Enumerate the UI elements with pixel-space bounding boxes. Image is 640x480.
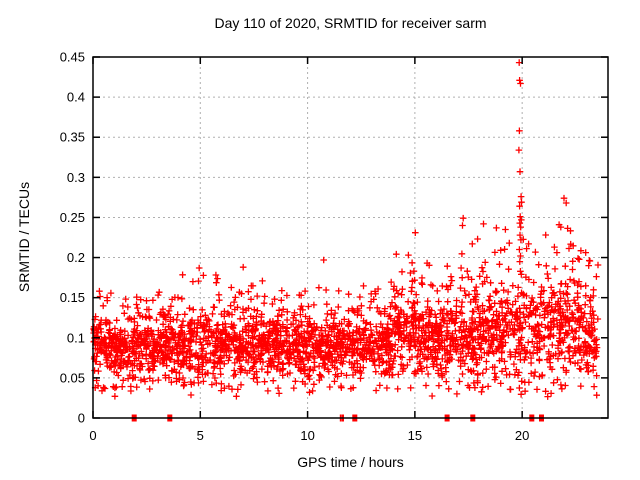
y-tick-label: 0.15 (60, 290, 85, 305)
x-tick-label: 10 (300, 428, 314, 443)
scatter-points (90, 59, 602, 400)
tick-labels: 0 5 10 15 20 0 0.05 0.1 0.15 0.2 0.25 0.3 0.35 0.4 0.4… (60, 50, 530, 444)
x-tick-label: 5 (197, 428, 204, 443)
x-tick-label: 20 (515, 428, 529, 443)
y-tick-label: 0.45 (60, 50, 85, 65)
y-tick-label: 0 (78, 411, 85, 426)
y-tick-label: 0.1 (67, 330, 85, 345)
y-tick-label: 0.4 (67, 90, 85, 105)
y-tick-label: 0.05 (60, 370, 85, 385)
y-tick-label: 0.35 (60, 130, 85, 145)
x-tick-label: 15 (408, 428, 422, 443)
y-tick-label: 0.25 (60, 210, 85, 225)
tick-marks (92, 56, 608, 419)
x-axis-label: GPS time / hours (297, 454, 404, 470)
plot-border (92, 56, 609, 419)
x-tick-label: 0 (89, 428, 96, 443)
chart-title: Day 110 of 2020, SRMTID for receiver sar… (214, 15, 487, 31)
y-tick-label: 0.2 (67, 250, 85, 265)
y-tick-label: 0.3 (67, 170, 85, 185)
